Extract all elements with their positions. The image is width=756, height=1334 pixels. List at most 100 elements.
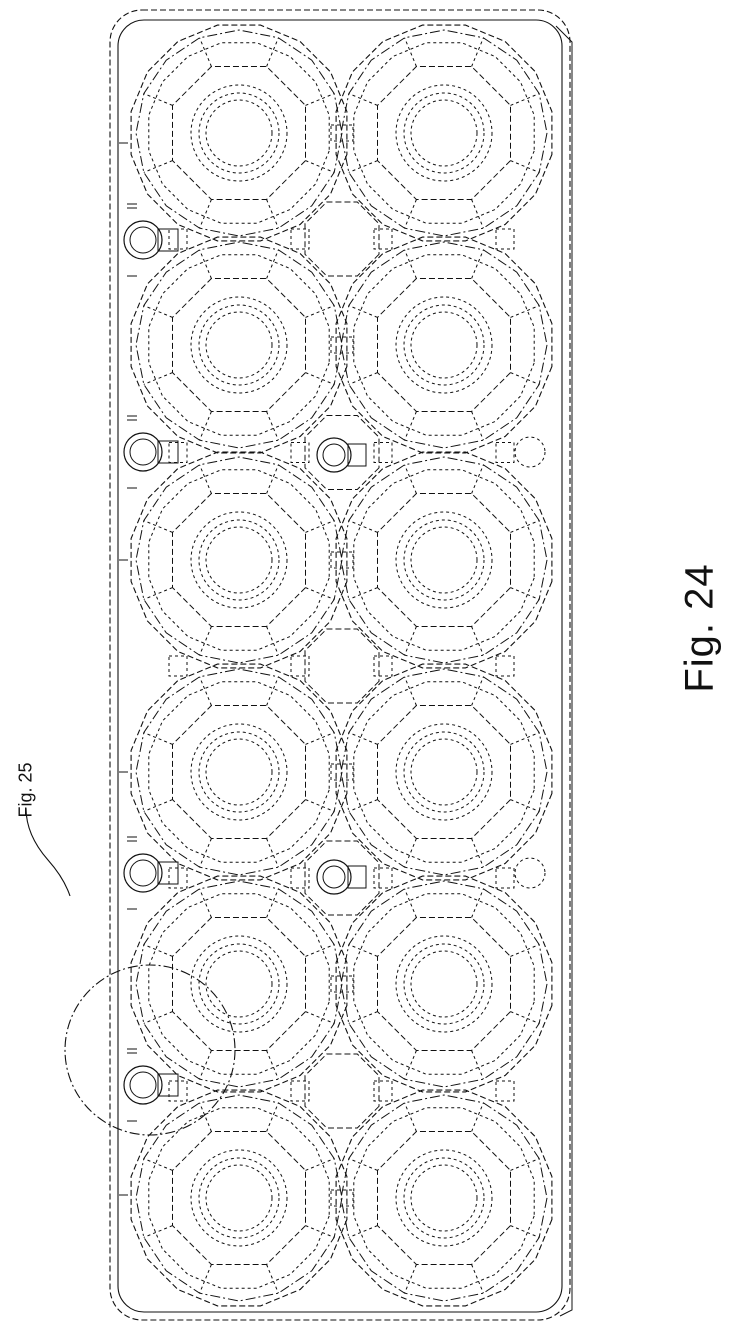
cell-rib	[405, 627, 417, 656]
cell-bottom-inner	[411, 739, 477, 805]
tab-inner	[130, 1072, 156, 1098]
cell-rib	[472, 1051, 484, 1080]
cell-rib	[405, 250, 417, 279]
cell-rib	[200, 677, 212, 706]
cell-bottom-outer	[396, 297, 492, 393]
cell-rib	[511, 588, 540, 600]
cell-bottom-outer	[191, 1150, 287, 1246]
cell-rib	[511, 521, 540, 533]
cell-rib	[349, 733, 378, 745]
locking-tab	[124, 204, 178, 276]
cell-bottom-outer	[191, 85, 287, 181]
cell-outer-wall	[131, 452, 347, 668]
cell-rib	[511, 945, 540, 957]
cell-octagon	[173, 67, 306, 200]
cell-rib	[267, 677, 279, 706]
cell-octagon	[378, 1132, 511, 1265]
cell-bottom-inner	[206, 951, 272, 1017]
cell-wall-facet	[354, 1108, 534, 1288]
cell-bottom-inner	[206, 312, 272, 378]
center-pocket	[305, 1054, 379, 1128]
cell-rib	[267, 200, 279, 229]
cell-rib	[144, 373, 173, 385]
cell-rib	[200, 889, 212, 918]
row-bridge	[374, 868, 392, 888]
cell-rib	[267, 1103, 279, 1132]
cell-rim-line	[341, 30, 547, 236]
cell-rib	[267, 38, 279, 67]
cell-bottom-mid	[404, 305, 484, 385]
cell-rib	[349, 945, 378, 957]
cell-bottom-inner	[206, 739, 272, 805]
cell-wall-facet	[149, 43, 329, 223]
cell-octagon	[173, 279, 306, 412]
cell-octagon	[378, 918, 511, 1051]
cell-bottom-outer	[191, 936, 287, 1032]
cell-bottom-mid	[199, 520, 279, 600]
cell-rib	[349, 306, 378, 318]
cell-outer-wall	[336, 25, 552, 241]
cell-outer-wall	[131, 664, 347, 880]
cell-rib	[144, 161, 173, 173]
tab-inner	[323, 866, 345, 888]
row-bridge	[291, 443, 309, 463]
tab-outer	[317, 860, 351, 894]
cell-octagon	[173, 918, 306, 1051]
cell-rib	[405, 465, 417, 494]
cell-rib	[405, 677, 417, 706]
cell-bottom-inner	[411, 1165, 477, 1231]
cell-rib	[306, 800, 335, 812]
center-locking-tab	[317, 438, 366, 472]
cell-octagon	[378, 279, 511, 412]
row-bridge	[374, 1081, 392, 1101]
cell-bottom-mid	[199, 93, 279, 173]
cell-rib	[405, 1051, 417, 1080]
cell-bottom-mid	[199, 732, 279, 812]
cell-rib	[472, 627, 484, 656]
cell-rib	[267, 627, 279, 656]
egg-cell	[336, 1090, 552, 1306]
cell-bottom-outer	[396, 85, 492, 181]
outer-rim-line	[110, 10, 570, 1320]
cell-rib	[306, 161, 335, 173]
cell-rim-line	[136, 881, 342, 1087]
cell-rib	[511, 373, 540, 385]
cell-outer-wall	[131, 1090, 347, 1306]
cell-rib	[200, 412, 212, 441]
egg-cell	[336, 664, 552, 880]
cell-wall-facet	[149, 894, 329, 1074]
cell-rib	[144, 521, 173, 533]
cell-rib	[267, 465, 279, 494]
cell-rib	[144, 94, 173, 106]
cell-rib	[349, 588, 378, 600]
cell-rib	[200, 839, 212, 868]
cell-rib	[472, 889, 484, 918]
leader-line	[26, 808, 70, 896]
cell-bottom-mid	[199, 944, 279, 1024]
cell-rib	[200, 1265, 212, 1294]
cell-bottom-outer	[396, 512, 492, 608]
egg-cell	[131, 237, 347, 453]
cell-bottom-inner	[206, 527, 272, 593]
cell-rib	[200, 465, 212, 494]
edge-ticks	[119, 143, 128, 1195]
row-bridge	[291, 229, 309, 249]
cell-rib	[511, 161, 540, 173]
cell-rib	[306, 94, 335, 106]
egg-cell	[131, 25, 347, 241]
cell-rib	[200, 200, 212, 229]
cell-outer-wall	[336, 876, 552, 1092]
cell-rib	[511, 1012, 540, 1024]
cell-rib	[306, 306, 335, 318]
cell-rib	[511, 306, 540, 318]
cell-rib	[200, 38, 212, 67]
cell-wall-facet	[354, 894, 534, 1074]
row-bridge	[496, 229, 514, 249]
cell-rib	[405, 412, 417, 441]
cell-rib	[405, 38, 417, 67]
cell-bottom-mid	[404, 732, 484, 812]
alignment-boss	[515, 437, 545, 467]
row-bridge	[496, 868, 514, 888]
cell-wall-facet	[354, 682, 534, 862]
cell-outer-wall	[336, 664, 552, 880]
